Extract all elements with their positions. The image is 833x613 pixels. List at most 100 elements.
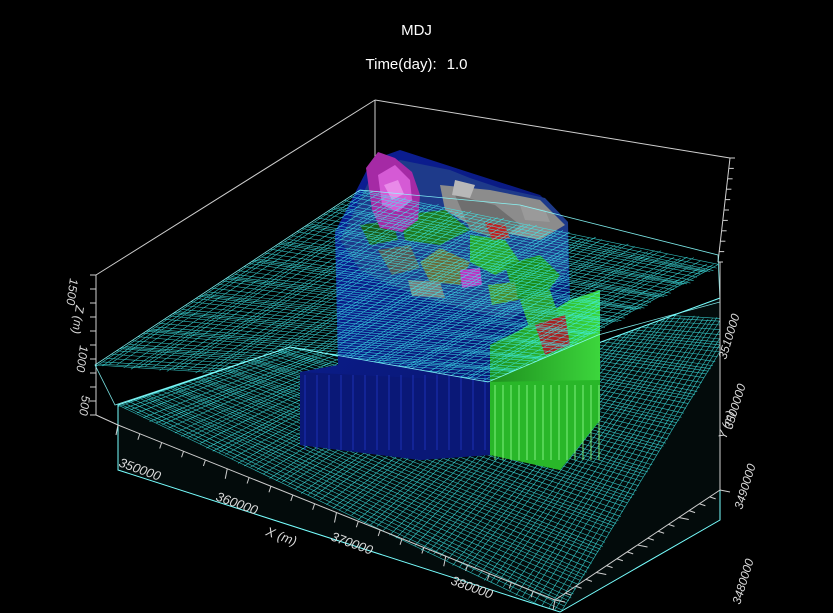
y-tick-label: 3490000 xyxy=(731,462,758,511)
grid-line xyxy=(281,223,531,376)
grid-line xyxy=(486,573,490,580)
grid-line xyxy=(268,486,272,493)
grid-line xyxy=(377,529,381,537)
grid-line xyxy=(439,257,675,389)
grid-line xyxy=(216,210,472,371)
grid-line xyxy=(193,297,576,346)
grid-line xyxy=(242,266,619,322)
grid-line xyxy=(145,197,406,367)
z-tick-label: 1000 xyxy=(73,345,91,374)
time-value: 1.0 xyxy=(446,56,468,73)
grid-line xyxy=(173,204,433,370)
grid-line xyxy=(223,278,602,332)
grid-line xyxy=(174,312,560,353)
grid-line xyxy=(272,245,645,309)
upper-grid-surface xyxy=(94,189,721,406)
grid-line xyxy=(352,192,714,271)
grid-line xyxy=(216,283,596,335)
grid-line xyxy=(606,565,613,569)
y-axis: 3480000 3490000 3500000 3510000 Y (m) xyxy=(715,312,758,606)
grid-line xyxy=(295,231,665,297)
grid-line xyxy=(540,319,720,608)
grid-line xyxy=(159,203,420,371)
grid-line xyxy=(224,213,478,374)
grid-line xyxy=(144,330,533,369)
grid-line xyxy=(637,544,648,548)
grid-line xyxy=(399,538,403,545)
grid-line xyxy=(231,217,485,376)
grid-line xyxy=(468,260,701,390)
grid-line xyxy=(585,578,593,582)
grid-line xyxy=(359,190,720,265)
grid-line xyxy=(348,196,711,272)
grid-line xyxy=(317,230,564,378)
grid-line xyxy=(331,235,577,382)
grid-line xyxy=(475,263,708,392)
grid-line xyxy=(246,262,622,321)
grid-line xyxy=(356,190,717,269)
grid-line xyxy=(688,510,696,514)
grid-line xyxy=(515,319,709,596)
grid-line xyxy=(403,249,642,387)
grid-line xyxy=(668,523,675,527)
grid-line xyxy=(443,556,447,567)
grid-line xyxy=(288,224,537,376)
grid-line xyxy=(554,599,566,603)
grid-line xyxy=(102,191,367,367)
grid-line xyxy=(303,225,671,294)
grid-line xyxy=(465,564,469,572)
grid-line xyxy=(425,250,662,385)
grid-line xyxy=(181,204,439,369)
grid-line xyxy=(410,251,649,387)
grid-line xyxy=(490,317,690,583)
grid-line xyxy=(115,424,119,436)
grid-line xyxy=(339,238,583,383)
grid-line xyxy=(130,198,393,370)
grid-line xyxy=(170,313,556,357)
grid-line xyxy=(152,199,413,368)
grid-line xyxy=(699,503,706,507)
grid-line xyxy=(374,244,616,385)
time-readout: Time(day): 1.0 xyxy=(0,56,833,73)
grid-line xyxy=(252,217,505,374)
grid-line xyxy=(389,243,629,382)
grid-line xyxy=(238,218,492,376)
grid-line xyxy=(209,210,465,372)
grid-line xyxy=(276,243,648,306)
grid-line xyxy=(116,192,380,366)
grid-line xyxy=(224,468,228,479)
grid-line xyxy=(678,517,689,520)
grid-line xyxy=(647,537,654,541)
grid-line xyxy=(137,198,400,369)
grid-line xyxy=(202,211,459,374)
grid-line xyxy=(418,250,655,385)
grid-line xyxy=(521,318,713,598)
grid-line xyxy=(453,256,688,387)
grid-line xyxy=(269,248,642,310)
z-axis-label: Z (m) xyxy=(69,304,87,335)
grid-line xyxy=(355,521,359,528)
grid-line xyxy=(547,320,720,611)
grid-line xyxy=(396,246,636,384)
grid-line xyxy=(657,530,665,534)
z-tick-label: 1500 xyxy=(63,278,81,307)
grid-line xyxy=(367,242,609,384)
grid-line xyxy=(346,237,590,382)
grid-line xyxy=(421,547,425,554)
grid-line xyxy=(353,236,596,380)
grid-line xyxy=(528,316,718,599)
time-label: Time(day): xyxy=(365,56,437,73)
grid-line xyxy=(461,257,694,387)
grid-line xyxy=(310,231,557,380)
grid-line xyxy=(123,196,387,369)
grid-line xyxy=(197,295,579,344)
grid-line xyxy=(325,210,691,284)
grid-line xyxy=(137,433,141,440)
y-tick-label: 3480000 xyxy=(729,557,756,606)
grid-line xyxy=(360,239,603,381)
grid-line xyxy=(509,318,704,592)
grid-line xyxy=(189,301,573,347)
grid-line xyxy=(299,227,668,296)
